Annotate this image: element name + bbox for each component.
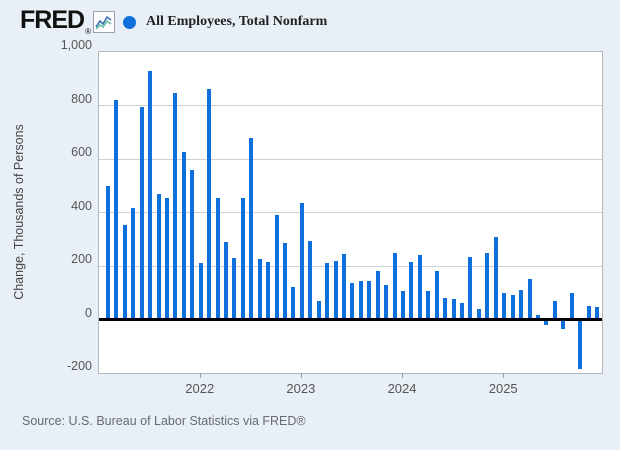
y-tick-label-400: 400 (71, 198, 92, 213)
y-tick-label-200: 200 (71, 252, 92, 266)
bar-2023-08[interactable] (358, 280, 363, 320)
plot-area (98, 51, 603, 374)
bar-2025-03[interactable] (519, 290, 524, 320)
bar-2022-03[interactable] (215, 197, 220, 320)
bar-2025-08[interactable] (561, 319, 566, 329)
y-tick-label--200: -200 (66, 359, 92, 373)
bar-2024-08[interactable] (460, 303, 465, 320)
bar-2021-07[interactable] (148, 70, 153, 320)
bar-2021-06[interactable] (139, 106, 144, 320)
registered-mark: ® (85, 27, 91, 36)
y-tick-label-600: 600 (71, 145, 92, 159)
y-tick-label-800: 800 (71, 91, 92, 106)
bar-2021-11[interactable] (181, 152, 186, 320)
zero-axis-line (99, 318, 602, 321)
bar-2023-07[interactable] (350, 283, 355, 320)
gridline-800 (99, 105, 602, 106)
bar-2025-09[interactable] (569, 292, 574, 320)
series-title: All Employees, Total Nonfarm (146, 14, 328, 29)
bar-2022-07[interactable] (249, 137, 254, 320)
bar-2022-08[interactable] (257, 259, 262, 320)
bar-2021-09[interactable] (165, 197, 169, 320)
bar-2021-12[interactable] (190, 169, 195, 320)
x-tick-label-2024: 2024 (387, 381, 417, 396)
bar-2024-03[interactable] (417, 255, 422, 320)
bar-2021-04[interactable] (122, 224, 127, 320)
bar-2022-04[interactable] (224, 241, 229, 320)
bar-2022-01[interactable] (198, 263, 203, 320)
bar-2023-02[interactable] (308, 240, 313, 320)
bar-2022-10[interactable] (274, 215, 279, 320)
y-tick-label-0: 0 (85, 305, 92, 320)
bar-2024-05[interactable] (434, 271, 439, 320)
bar-2022-09[interactable] (266, 261, 271, 320)
bar-2023-10[interactable] (375, 271, 380, 320)
bar-2025-12[interactable] (594, 307, 599, 320)
bar-2024-09[interactable] (468, 256, 473, 320)
x-tick-mark-2024 (402, 373, 404, 378)
bar-2024-07[interactable] (451, 299, 456, 320)
bar-2024-01[interactable] (401, 291, 406, 320)
bar-2022-06[interactable] (240, 197, 245, 320)
legend-marker-icon (123, 16, 136, 29)
x-tick-mark-2022 (199, 373, 201, 378)
bar-2023-09[interactable] (367, 280, 372, 320)
bar-2021-02[interactable] (106, 185, 110, 320)
bar-2024-11[interactable] (485, 252, 490, 320)
x-tick-mark-2023 (300, 373, 302, 378)
x-tick-label-2022: 2022 (185, 381, 215, 396)
y-tick-label-1,000: 1,000 (60, 38, 92, 52)
bar-2023-01[interactable] (299, 203, 304, 320)
x-tick-label-2025: 2025 (488, 381, 518, 396)
bar-2025-10[interactable] (578, 319, 583, 369)
bar-2022-05[interactable] (232, 257, 237, 320)
bar-2025-07[interactable] (552, 300, 557, 320)
bar-2023-05[interactable] (333, 260, 338, 320)
bar-2023-06[interactable] (342, 253, 347, 320)
bar-2024-10[interactable] (476, 308, 481, 320)
bar-2025-11[interactable] (586, 306, 591, 320)
bar-2023-04[interactable] (325, 263, 330, 320)
gridline-600 (99, 158, 602, 160)
bar-2024-04[interactable] (426, 291, 431, 320)
bar-2023-12[interactable] (392, 252, 397, 320)
bar-2023-11[interactable] (384, 284, 389, 320)
source-note: Source: U.S. Bureau of Labor Statistics … (22, 414, 306, 428)
x-tick-mark-2025 (503, 373, 505, 378)
bar-2022-12[interactable] (291, 287, 296, 320)
x-tick-label-2023: 2023 (286, 381, 316, 396)
bar-2022-11[interactable] (283, 243, 288, 320)
bar-2021-05[interactable] (131, 208, 136, 320)
bar-2024-02[interactable] (409, 261, 414, 320)
bar-2021-03[interactable] (114, 100, 119, 320)
gridline-400 (99, 212, 602, 213)
bar-2024-12[interactable] (493, 236, 498, 320)
bar-2025-01[interactable] (502, 292, 507, 320)
bar-2024-06[interactable] (443, 298, 448, 320)
bar-2021-10[interactable] (173, 93, 178, 320)
y-axis-title: Change, Thousands of Persons (12, 124, 26, 300)
bar-2025-02[interactable] (510, 295, 515, 320)
bar-2022-02[interactable] (207, 89, 212, 320)
gridline-200 (99, 265, 602, 267)
bar-2025-05[interactable] (535, 315, 540, 320)
bar-2025-04[interactable] (527, 279, 532, 320)
bar-2023-03[interactable] (316, 300, 321, 320)
fred-sparkline-icon (93, 11, 115, 33)
bar-2021-08[interactable] (156, 193, 161, 320)
bar-2025-06[interactable] (544, 319, 549, 325)
fred-logo: FRED® (20, 6, 91, 36)
